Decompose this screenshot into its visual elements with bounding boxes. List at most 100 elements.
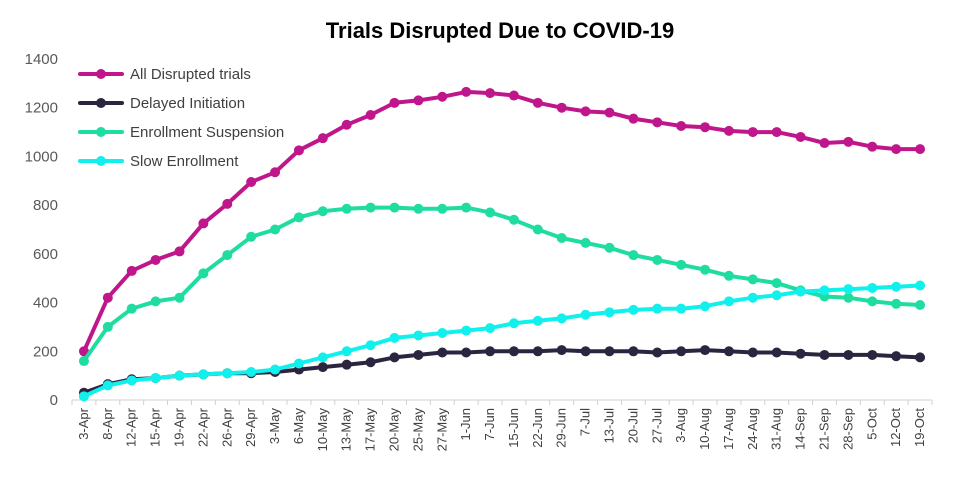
x-tick-label: 26-Apr	[219, 407, 234, 447]
data-point	[317, 362, 328, 373]
data-point	[700, 301, 711, 312]
data-point	[556, 102, 567, 113]
x-tick-label: 21-Sep	[817, 408, 832, 450]
data-point	[676, 259, 687, 270]
data-point	[389, 352, 400, 363]
data-point	[891, 298, 902, 309]
data-point	[461, 347, 472, 358]
data-point	[915, 144, 926, 155]
data-point	[246, 366, 257, 377]
data-point	[389, 97, 400, 108]
data-point	[747, 127, 758, 138]
data-point	[580, 309, 591, 320]
x-tick-label: 17-May	[363, 408, 378, 452]
data-point	[150, 373, 161, 384]
data-point	[532, 315, 543, 326]
x-tick-label: 29-Apr	[243, 407, 258, 447]
data-point	[580, 106, 591, 117]
data-point	[556, 313, 567, 324]
data-point	[556, 345, 567, 356]
data-point	[819, 349, 830, 360]
x-tick-label: 15-Jun	[506, 408, 521, 448]
data-point	[508, 214, 519, 225]
data-point	[413, 95, 424, 106]
data-point	[580, 237, 591, 248]
data-point	[915, 352, 926, 363]
data-point	[747, 292, 758, 303]
data-point	[676, 346, 687, 357]
legend-item-delayed-initiation: Delayed Initiation	[78, 95, 245, 112]
y-tick-label: 1400	[25, 51, 58, 68]
data-point	[102, 380, 113, 391]
data-point	[604, 242, 615, 253]
data-point	[747, 347, 758, 358]
data-point	[365, 357, 376, 368]
series-line	[81, 283, 923, 399]
x-tick-label: 8-Apr	[100, 407, 115, 439]
data-point	[413, 330, 424, 341]
data-point	[437, 347, 448, 358]
data-point	[389, 202, 400, 213]
data-point	[293, 145, 304, 156]
data-point	[365, 202, 376, 213]
legend-label: Delayed Initiation	[130, 95, 245, 112]
data-point	[174, 370, 185, 381]
data-point	[78, 391, 89, 402]
data-point	[723, 270, 734, 281]
data-point	[604, 346, 615, 357]
y-tick-label: 1200	[25, 100, 58, 117]
data-point	[795, 348, 806, 359]
x-tick-label: 12-Apr	[124, 407, 139, 447]
x-tick-label: 12-Oct	[888, 408, 903, 447]
data-point	[700, 345, 711, 356]
x-tick-label: 15-Apr	[148, 407, 163, 447]
y-tick-label: 200	[33, 343, 58, 360]
series-enrollment-suspension	[78, 202, 926, 367]
data-point	[126, 265, 137, 276]
x-tick-label: 14-Sep	[793, 408, 808, 450]
data-point	[198, 268, 209, 279]
data-point	[771, 278, 782, 289]
x-tick-label: 19-Oct	[912, 408, 927, 447]
y-tick-label: 800	[33, 197, 58, 214]
x-tick-label: 10-Aug	[697, 408, 712, 450]
data-point	[508, 346, 519, 357]
x-tick-label: 22-Apr	[195, 407, 210, 447]
data-point	[628, 346, 639, 357]
data-point	[317, 206, 328, 217]
data-point	[652, 347, 663, 358]
data-point	[532, 97, 543, 108]
data-point	[652, 254, 663, 265]
data-point	[915, 300, 926, 311]
legend-marker	[96, 127, 106, 137]
y-axis: 0 200 400 600 800 1000 1200 1400	[25, 51, 58, 409]
data-point	[317, 352, 328, 363]
y-tick-label: 600	[33, 246, 58, 263]
x-tick-label: 28-Sep	[840, 408, 855, 450]
x-tick-label: 19-Apr	[172, 407, 187, 447]
legend: All Disrupted trials Delayed Initiation En…	[78, 66, 284, 170]
legend-marker	[96, 156, 106, 166]
data-point	[102, 292, 113, 303]
data-point	[150, 296, 161, 307]
x-tick-label: 29-Jun	[554, 408, 569, 448]
data-point	[891, 281, 902, 292]
legend-label: All Disrupted trials	[130, 66, 251, 83]
x-tick-label: 31-Aug	[769, 408, 784, 450]
x-tick-label: 25-May	[410, 408, 425, 452]
data-point	[652, 117, 663, 128]
data-point	[341, 119, 352, 130]
x-axis: 3-Apr 8-Apr 12-Apr 15-Apr 19-Apr 22-Apr 26-Apr…	[71, 399, 933, 452]
x-tick-label: 20-May	[387, 408, 402, 452]
data-point	[78, 346, 89, 357]
data-point	[771, 347, 782, 358]
data-point	[723, 296, 734, 307]
data-point	[604, 307, 615, 318]
data-point	[795, 131, 806, 142]
x-tick-label: 13-Jul	[602, 408, 617, 444]
data-point	[628, 113, 639, 124]
data-point	[222, 368, 233, 379]
x-tick-label: 3-Aug	[673, 408, 688, 443]
data-point	[222, 198, 233, 209]
legend-label: Enrollment Suspension	[130, 124, 284, 141]
